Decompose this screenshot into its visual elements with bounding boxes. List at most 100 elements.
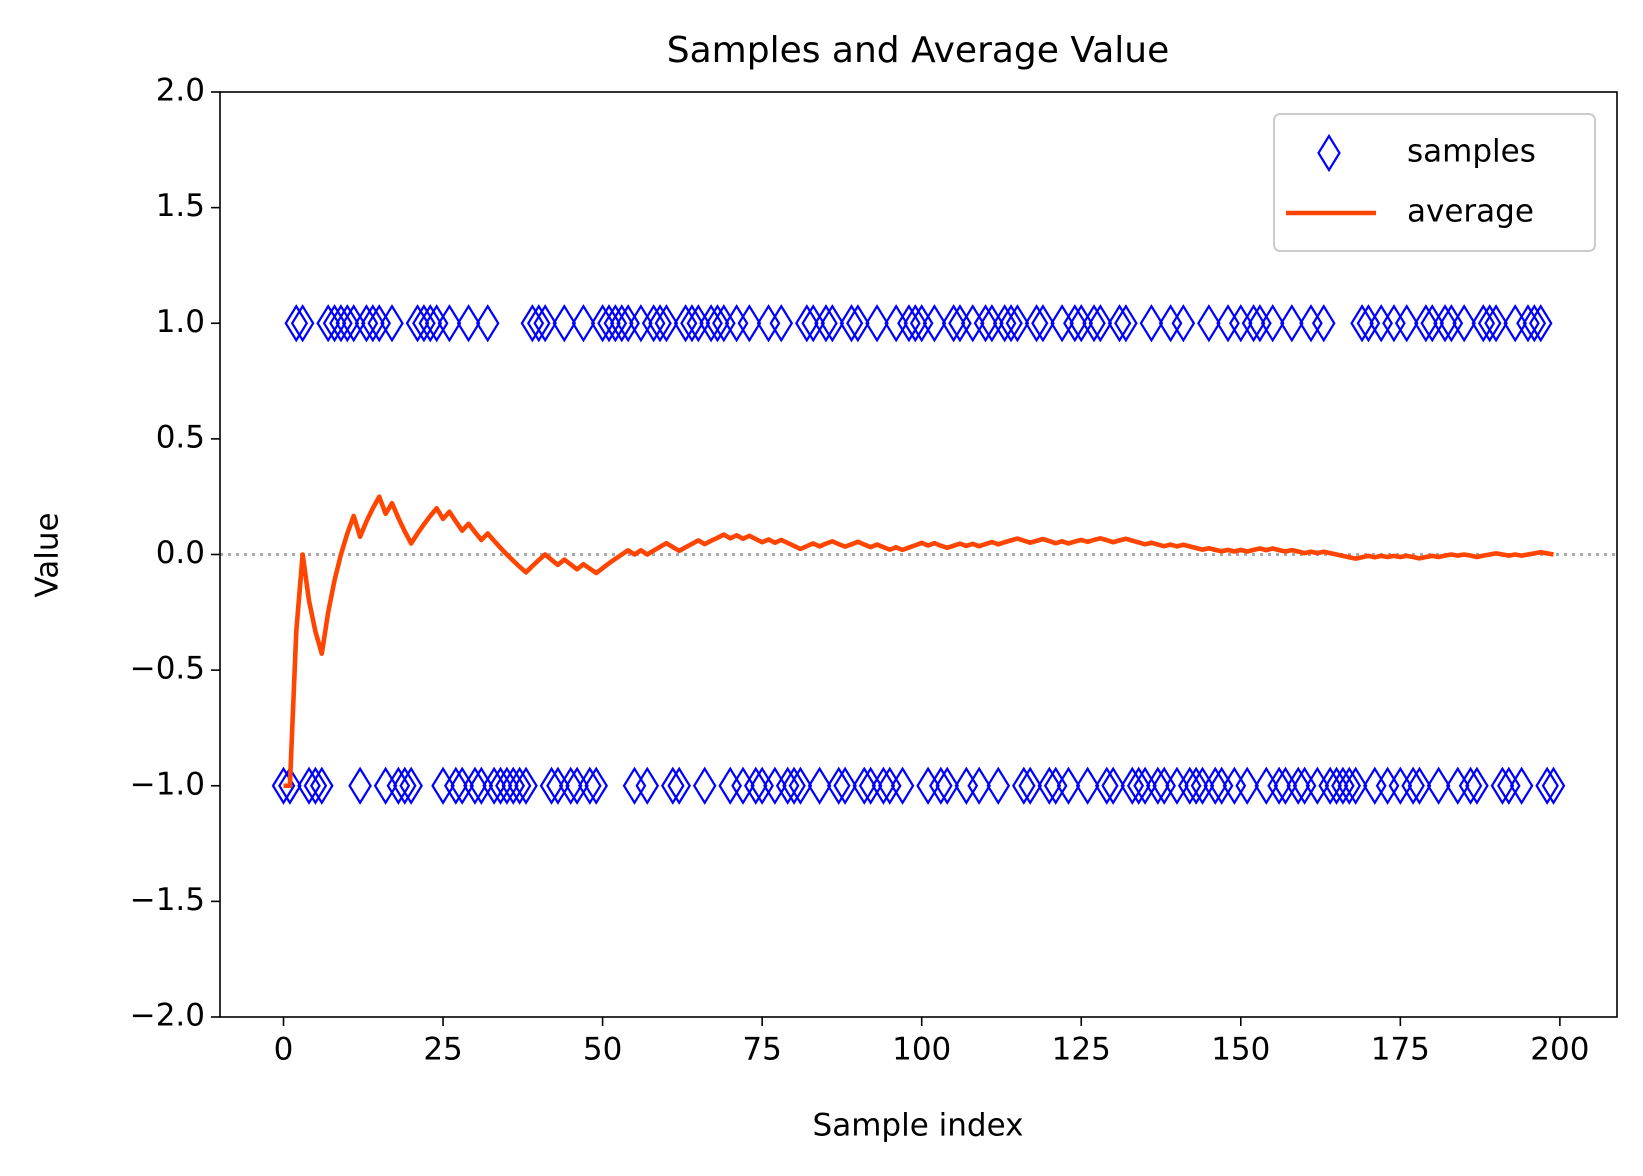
sample-marker xyxy=(1337,766,1362,805)
sample-marker xyxy=(890,766,915,805)
sample-marker xyxy=(578,766,602,805)
sample-marker xyxy=(1012,766,1036,805)
sample-marker xyxy=(826,766,851,805)
sample-marker xyxy=(680,304,704,343)
sample-marker xyxy=(1350,304,1374,343)
sample-marker xyxy=(361,304,385,343)
sample-marker xyxy=(571,304,596,343)
sample-marker xyxy=(309,766,334,805)
sample-marker xyxy=(1101,766,1125,805)
y-tick-label: −2.0 xyxy=(130,998,205,1034)
sample-marker xyxy=(418,304,443,343)
sample-marker xyxy=(929,766,953,805)
x-tick-label: 200 xyxy=(1530,1032,1589,1068)
sample-marker xyxy=(475,304,500,343)
sample-marker xyxy=(1426,766,1451,805)
legend-marker xyxy=(1317,133,1341,173)
x-axis-label: Sample index xyxy=(813,1108,1024,1144)
sample-marker xyxy=(820,304,845,343)
sample-marker xyxy=(507,766,532,805)
sample-marker xyxy=(635,766,660,805)
sample-marker xyxy=(871,766,896,805)
legend-label: average xyxy=(1407,194,1534,230)
sample-marker xyxy=(1031,304,1055,343)
x-tick-label: 150 xyxy=(1211,1032,1270,1068)
sample-marker xyxy=(999,304,1023,343)
sample-marker xyxy=(392,766,417,805)
sample-marker xyxy=(967,766,991,805)
sample-marker xyxy=(1037,766,1062,805)
sample-marker xyxy=(1088,304,1113,343)
sample-marker xyxy=(437,304,462,343)
sample-marker xyxy=(584,766,609,805)
x-tick-label: 100 xyxy=(892,1032,951,1068)
sample-marker xyxy=(1018,766,1042,805)
sample-marker xyxy=(807,766,832,805)
sample-marker xyxy=(1114,304,1138,343)
sample-marker xyxy=(526,304,551,343)
sample-marker xyxy=(941,304,966,343)
sample-marker xyxy=(1235,766,1259,805)
sample-marker xyxy=(1184,766,1208,805)
sample-marker xyxy=(1005,304,1030,343)
sample-marker xyxy=(1541,766,1566,805)
legend-box xyxy=(1273,113,1596,252)
sample-marker xyxy=(1535,766,1559,805)
chart-title: Samples and Average Value xyxy=(667,30,1170,71)
sample-marker xyxy=(514,766,538,805)
sample-marker xyxy=(1094,766,1119,805)
y-tick-label: 0.0 xyxy=(156,535,205,571)
sample-marker xyxy=(1522,304,1547,343)
sample-marker xyxy=(833,766,857,805)
plot-area xyxy=(271,304,1566,805)
x-tick-label: 125 xyxy=(1052,1032,1111,1068)
y-tick-label: 1.5 xyxy=(156,188,205,224)
sample-marker xyxy=(1465,766,1489,805)
sample-marker xyxy=(1458,766,1483,805)
sample-marker xyxy=(399,766,423,805)
y-tick-label: −1.5 xyxy=(130,882,205,918)
sample-marker xyxy=(1260,304,1285,343)
sample-marker xyxy=(539,766,564,805)
sample-marker xyxy=(533,304,557,343)
sample-marker xyxy=(1433,304,1457,343)
sample-marker xyxy=(903,304,928,343)
x-tick-label: 25 xyxy=(423,1032,462,1068)
sample-marker xyxy=(1490,766,1515,805)
sample-marker xyxy=(552,304,577,343)
y-tick-label: 1.0 xyxy=(156,304,205,340)
sample-marker xyxy=(852,766,877,805)
sample-marker xyxy=(788,766,813,805)
sample-marker xyxy=(1394,304,1419,343)
legend-label: samples xyxy=(1407,134,1536,170)
sample-marker xyxy=(1484,304,1508,343)
sample-marker xyxy=(1509,766,1534,805)
sample-marker xyxy=(973,304,998,343)
sample-marker xyxy=(846,304,870,343)
sample-marker xyxy=(278,766,302,805)
sample-marker xyxy=(463,766,487,805)
sample-marker xyxy=(1203,766,1228,805)
y-tick-label: 0.5 xyxy=(156,419,205,455)
sample-marker xyxy=(795,304,819,343)
sample-marker xyxy=(814,304,838,343)
sample-marker xyxy=(1241,304,1266,343)
sample-marker xyxy=(1024,304,1049,343)
sample-marker xyxy=(1528,304,1553,343)
sample-marker xyxy=(1286,766,1311,805)
sample-marker xyxy=(737,304,762,343)
sample-marker xyxy=(1452,304,1476,343)
y-axis-label: Value xyxy=(30,512,66,597)
sample-marker xyxy=(782,766,806,805)
sample-marker xyxy=(1280,304,1304,343)
sample-marker xyxy=(1197,304,1221,343)
sample-marker xyxy=(1311,304,1336,343)
sample-marker xyxy=(284,304,309,343)
average-line xyxy=(283,494,1554,789)
sample-marker xyxy=(1414,304,1438,343)
sample-marker xyxy=(1407,766,1432,805)
sample-marker xyxy=(444,766,468,805)
sample-marker xyxy=(1056,766,1081,805)
x-tick-label: 175 xyxy=(1371,1032,1430,1068)
sample-marker xyxy=(335,304,360,343)
